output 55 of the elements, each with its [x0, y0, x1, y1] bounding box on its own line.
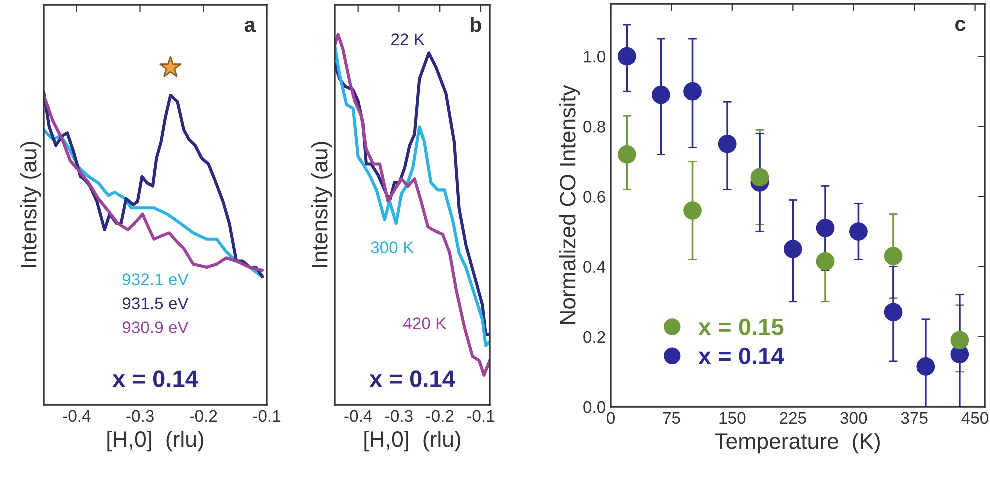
- x-tick-label: 375: [901, 412, 928, 424]
- text: 932.1 eV: [122, 274, 189, 286]
- annotation: x = 0.14: [370, 370, 456, 388]
- series-label: 300 K: [371, 242, 414, 254]
- x-tick-label: -0.3: [386, 410, 413, 422]
- point: [652, 86, 670, 104]
- legend-label: x = 0.14: [698, 348, 784, 365]
- y-axis-title: Intensity (au): [312, 142, 332, 268]
- text: 930.9 eV: [122, 322, 189, 334]
- x-tick-label: 75: [663, 412, 680, 424]
- x-tick-label: -0.1: [253, 410, 281, 422]
- point: [816, 219, 835, 238]
- y-tick-label: 0.4: [584, 261, 606, 274]
- x-tick-label: -0.4: [63, 410, 91, 422]
- text: a: [244, 20, 256, 32]
- y-tick-label: 0.8: [584, 121, 606, 133]
- x-tick-label: -0.4: [344, 410, 372, 422]
- point: [618, 47, 636, 66]
- x-tick-label: -0.1: [467, 410, 495, 422]
- text: 931.5 eV: [122, 298, 189, 310]
- x-tick-label: -0.3: [126, 410, 154, 422]
- point: [950, 331, 970, 350]
- annotation: x = 0.14: [112, 370, 198, 388]
- y-tick-label: 1.0: [584, 50, 606, 63]
- y-tick-label: 0.6: [584, 191, 606, 203]
- x-tick-label: -0.2: [426, 410, 454, 422]
- x-tick-label: 150: [720, 412, 746, 424]
- series-label: 22 K: [392, 34, 425, 46]
- x-axis-title: [H,0] (rlu): [364, 430, 461, 452]
- x-tick-label: 0: [607, 412, 615, 424]
- point: [916, 358, 936, 376]
- point: [618, 146, 636, 164]
- text: b: [470, 17, 482, 32]
- x-tick-label: -0.2: [190, 410, 218, 422]
- point: [750, 168, 770, 187]
- point: [850, 222, 868, 241]
- point: [816, 252, 835, 271]
- y-tick-label: 0.2: [584, 331, 606, 344]
- x-tick-label: 450: [962, 412, 989, 424]
- point: [884, 303, 903, 322]
- y-axis-title: Intensity (au): [20, 142, 42, 268]
- y-tick-label: 0.0: [584, 401, 606, 414]
- point: [718, 134, 737, 154]
- annotation: c: [956, 20, 966, 32]
- point: [684, 82, 702, 101]
- y-axis-title: Normalized CO Intensity: [559, 85, 580, 324]
- x-axis-title: Temperature (K): [715, 432, 880, 454]
- point: [784, 240, 802, 258]
- x-tick-label: 300: [840, 412, 868, 424]
- point: [884, 247, 903, 266]
- series-label: 420 K: [404, 318, 446, 330]
- x-axis-title: [H,0] (rlu): [108, 430, 204, 452]
- legend-label: x = 0.15: [698, 318, 784, 336]
- x-tick-label: 225: [780, 412, 806, 424]
- point: [684, 202, 702, 220]
